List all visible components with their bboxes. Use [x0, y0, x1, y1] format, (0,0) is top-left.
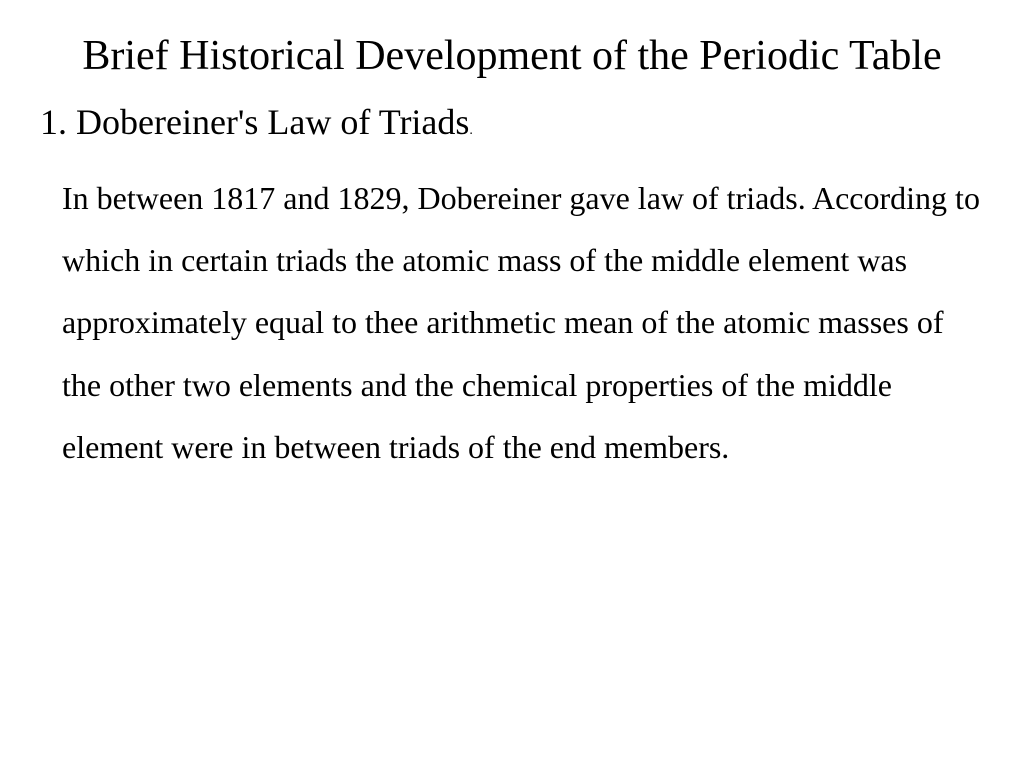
section-heading-dot: .	[469, 123, 473, 138]
section-heading-text: 1. Dobereiner's Law of Triads	[40, 102, 469, 142]
body-paragraph: In between 1817 and 1829, Dobereiner gav…	[40, 167, 984, 479]
section-heading: 1. Dobereiner's Law of Triads.	[40, 101, 984, 143]
slide-title: Brief Historical Development of the Peri…	[40, 30, 984, 83]
